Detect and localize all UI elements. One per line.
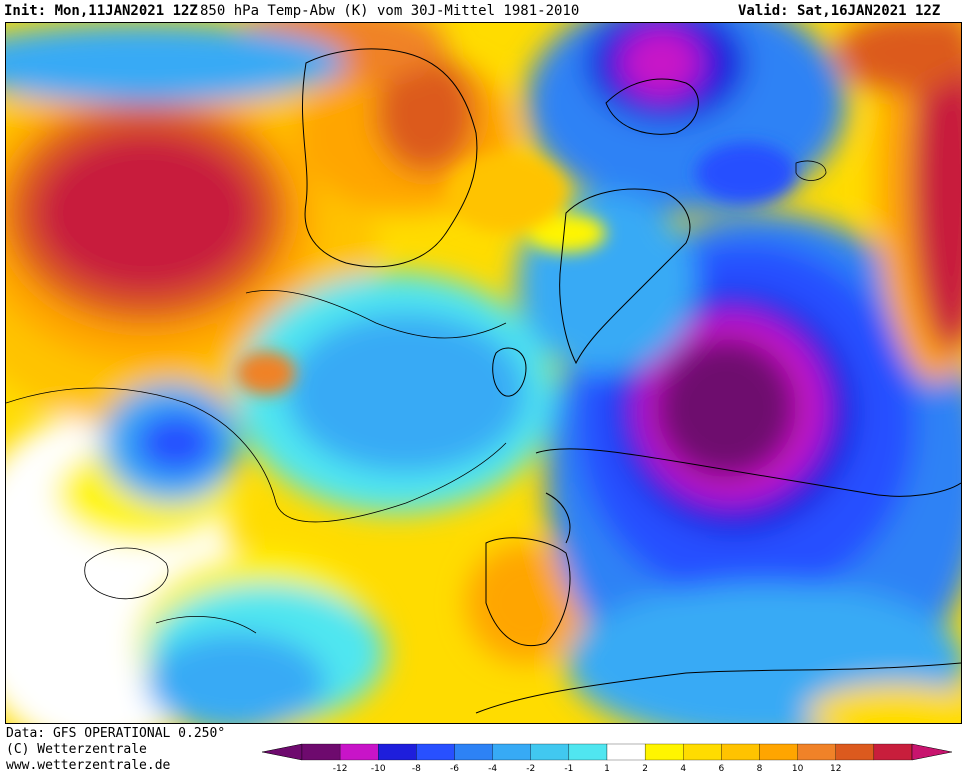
copyright: (C) Wetterzentrale	[6, 742, 147, 757]
legend-tick-label: -6	[450, 764, 459, 774]
data-source: Data: GFS OPERATIONAL 0.250°	[6, 726, 226, 741]
legend-bin	[454, 743, 493, 761]
website-url: www.wetterzentrale.de	[6, 758, 171, 773]
legend-tick-label: 4	[680, 764, 686, 774]
color-legend: -12 -10 -8 -6 -4 -2 -1 1 2 4 6 8 10 12	[262, 743, 953, 774]
legend-tick-label: 8	[757, 764, 763, 774]
legend-bin	[873, 743, 913, 761]
legend-bin	[644, 743, 684, 761]
legend-bin	[683, 743, 722, 761]
anomaly-detail	[236, 143, 796, 395]
anomaly-field	[6, 23, 961, 723]
legend-tick-label: 2	[642, 764, 648, 774]
legend-bin	[301, 743, 341, 761]
legend-tick-label: -4	[488, 764, 497, 774]
map-title: 850 hPa Temp-Abw (K) vom 30J-Mittel 1981…	[200, 3, 580, 19]
legend-arrow-high	[911, 743, 953, 761]
legend-tick-label: 10	[792, 764, 804, 774]
map-header: Init: Mon,11JAN2021 12Z 850 hPa Temp-Abw…	[0, 0, 965, 22]
legend-bin	[530, 743, 570, 761]
legend-arrow-low	[262, 743, 303, 761]
legend-bin	[759, 743, 798, 761]
legend-bin	[606, 743, 646, 761]
temperature-anomaly-map	[5, 22, 962, 724]
legend-tick-label: -12	[333, 764, 348, 774]
legend-bin	[568, 743, 608, 761]
legend-tick-label: -2	[526, 764, 535, 774]
zero-contours	[6, 160, 827, 634]
legend-bin	[721, 743, 760, 761]
legend-tick-label: 1	[604, 764, 610, 774]
coastlines	[301, 48, 961, 714]
legend-bin	[416, 743, 455, 761]
legend-bin	[378, 743, 417, 761]
legend-tick-label: -8	[412, 764, 421, 774]
legend-bin	[492, 743, 531, 761]
map-footer: Data: GFS OPERATIONAL 0.250° (C) Wetterz…	[0, 724, 965, 776]
init-time: Init: Mon,11JAN2021 12Z	[4, 3, 198, 19]
legend-tick-label: 12	[830, 764, 841, 774]
legend-bin	[797, 743, 836, 761]
legend-tick-label: -10	[371, 764, 386, 774]
valid-time: Valid: Sat,16JAN2021 12Z	[738, 3, 941, 19]
map-svg	[6, 23, 961, 723]
legend-bin	[835, 743, 875, 761]
legend-tick-label: -1	[564, 764, 573, 774]
legend-bin	[339, 743, 379, 761]
legend-tick-label: 6	[719, 764, 725, 774]
